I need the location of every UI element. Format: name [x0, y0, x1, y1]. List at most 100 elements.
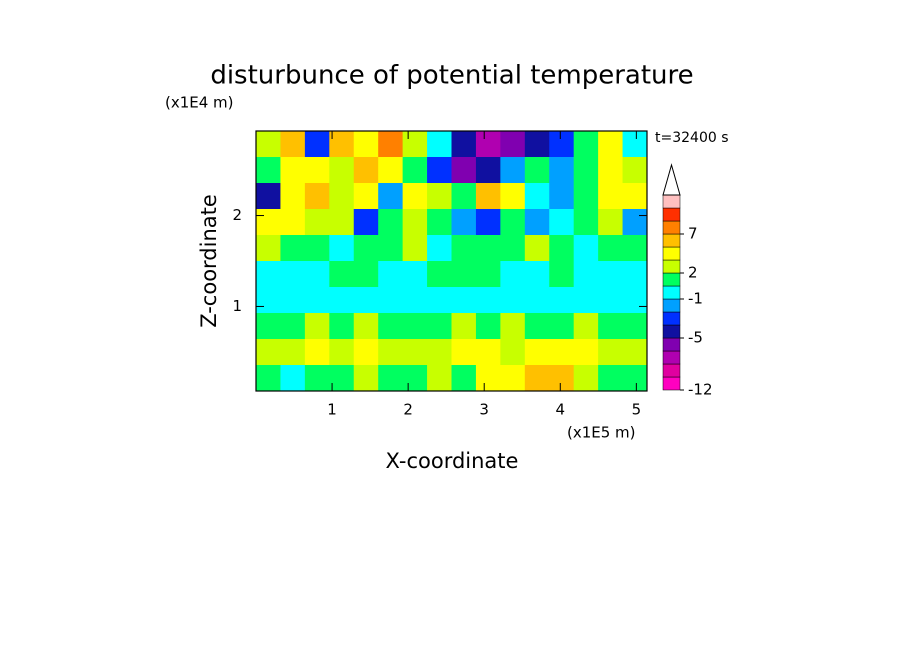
colorbar-tick-label: 7 — [688, 225, 698, 243]
field-cell — [549, 313, 575, 340]
field-cell — [280, 157, 306, 184]
field-cell — [573, 261, 599, 288]
field-cell — [524, 261, 550, 288]
field-cell — [622, 261, 648, 288]
field-cell — [475, 313, 501, 340]
field-cell — [598, 365, 624, 392]
field-cell — [475, 157, 501, 184]
field-cell — [475, 261, 501, 288]
colorbar-swatch — [662, 246, 681, 261]
colorbar-swatch — [662, 272, 681, 287]
field-cell — [524, 365, 550, 392]
chart-title: disturbunce of potential temperature — [210, 61, 693, 91]
field-cell — [524, 183, 550, 210]
field-cell — [622, 235, 648, 262]
colorbar-swatch — [662, 337, 681, 352]
field-cell — [427, 209, 452, 236]
x-tick-label: 1 — [327, 401, 337, 419]
field-cell — [598, 157, 624, 184]
field-cell — [304, 365, 330, 392]
field-cell — [475, 339, 501, 366]
field-cell — [573, 287, 599, 314]
x-tick-label: 4 — [556, 401, 566, 419]
field-cell — [549, 157, 575, 184]
field-cell — [402, 365, 428, 392]
colorbar-swatch — [662, 194, 681, 209]
field-cell — [598, 209, 624, 236]
field-cell — [378, 365, 404, 392]
field-cell — [451, 339, 477, 366]
field-cell — [500, 209, 526, 236]
time-label: t=32400 s — [655, 130, 729, 146]
field-cell — [524, 339, 550, 366]
field-cell — [500, 365, 526, 392]
field-cell — [475, 235, 501, 262]
field-cell — [598, 287, 624, 314]
field-cell — [378, 235, 404, 262]
colorbar-tick-label: 2 — [688, 264, 698, 282]
field-cell — [329, 313, 355, 340]
plot-frame — [255, 130, 648, 392]
field-cell — [353, 365, 379, 392]
field-cell — [329, 365, 355, 392]
field-cell — [304, 235, 330, 262]
field-cell — [427, 313, 452, 340]
field-cell — [280, 261, 306, 288]
field-cell — [353, 261, 379, 288]
field-cell — [378, 339, 404, 366]
colorbar-tick-label: -1 — [688, 290, 703, 308]
field-cell — [378, 131, 404, 158]
field-cell — [256, 157, 281, 184]
field-cell — [475, 365, 501, 392]
x-tick-label: 5 — [632, 401, 642, 419]
x-axis-label: X-coordinate — [386, 449, 519, 473]
field-cell — [378, 157, 404, 184]
field-cell — [451, 157, 477, 184]
field-cell — [573, 313, 599, 340]
field-cell — [500, 261, 526, 288]
field-cell — [500, 157, 526, 184]
field-cell — [622, 339, 648, 366]
field-cell — [573, 209, 599, 236]
field-cell — [378, 183, 404, 210]
field-cell — [402, 261, 428, 288]
field-cell — [329, 157, 355, 184]
field-cell — [256, 339, 281, 366]
field-cell — [304, 209, 330, 236]
field-cell — [329, 235, 355, 262]
field-cell — [598, 183, 624, 210]
colorbar-swatch — [662, 285, 681, 300]
colorbar-swatch — [662, 324, 681, 339]
field-cell — [549, 183, 575, 210]
field-cell — [622, 313, 648, 340]
field-cell — [353, 131, 379, 158]
field-cell — [451, 209, 477, 236]
field-cell — [280, 235, 306, 262]
field-cell — [304, 261, 330, 288]
field-cell — [427, 339, 452, 366]
field-cell — [549, 235, 575, 262]
y-unit: (x1E4 m) — [165, 94, 234, 112]
field-cell — [304, 287, 330, 314]
field-cell — [378, 209, 404, 236]
field-cell — [329, 131, 355, 158]
field-cell — [256, 287, 281, 314]
colorbar-swatch — [662, 207, 681, 222]
y-axis-label: Z-coordinate — [197, 194, 221, 328]
field-cell — [549, 209, 575, 236]
field-cell — [427, 365, 452, 392]
field-cell — [500, 183, 526, 210]
field-cell — [549, 339, 575, 366]
field-cell — [353, 339, 379, 366]
field-cell — [280, 313, 306, 340]
field-cell — [402, 183, 428, 210]
colorbar-swatch — [662, 220, 681, 235]
field-cell — [256, 183, 281, 210]
field-cell — [427, 287, 452, 314]
colorbar-swatch — [662, 311, 681, 326]
field-cell — [280, 365, 306, 392]
field-cell — [378, 313, 404, 340]
field-cell — [524, 235, 550, 262]
field-cell — [353, 183, 379, 210]
